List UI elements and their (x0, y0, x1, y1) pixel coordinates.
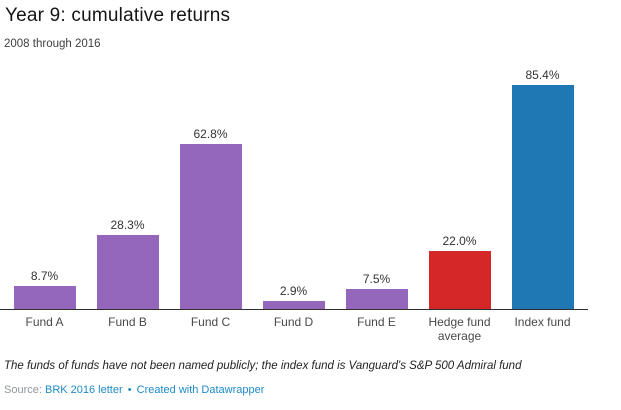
chart-title: Year 9: cumulative returns (5, 5, 231, 26)
x-axis-tick-labels: Fund A Fund B Fund C Fund D Fund E Hedge fund… (0, 315, 588, 343)
value-label-fund-a: 8.7% (30, 269, 59, 283)
bar-column-fund-d: 2.9% (252, 284, 335, 309)
bar-fund-b (96, 235, 159, 309)
value-label-fund-d: 2.9% (279, 284, 308, 298)
bar-fund-d (262, 301, 325, 309)
value-label-index-fund: 85.4% (525, 68, 560, 82)
bar-chart-plot-area: 8.7% 28.3% 62.8% 2.9% 7.5% 22.0% 85.4% (0, 60, 588, 310)
value-label-fund-b: 28.3% (110, 218, 145, 232)
bar-fund-a (13, 286, 76, 309)
source-label: Source: (4, 384, 42, 396)
value-label-hedge-fund-average: 22.0% (442, 234, 477, 248)
footnote: The funds of funds have not been named p… (4, 360, 522, 372)
bar-column-fund-b: 28.3% (86, 218, 169, 309)
bar-column-fund-c: 62.8% (169, 127, 252, 309)
bar-index-fund (511, 85, 574, 309)
tick-label-fund-e: Fund E (357, 315, 396, 329)
chart-subtitle: 2008 through 2016 (4, 38, 101, 50)
datawrapper-credit-link[interactable]: Created with Datawrapper (136, 384, 265, 396)
value-label-fund-e: 7.5% (362, 272, 391, 286)
value-label-fund-c: 62.8% (193, 127, 228, 141)
bar-column-hedge-fund-average: 22.0% (418, 234, 501, 309)
bar-hedge-fund-average (428, 251, 491, 309)
source-link[interactable]: BRK 2016 letter (44, 384, 123, 396)
tick-label-fund-c: Fund C (190, 315, 231, 329)
tick-label-fund-d: Fund D (273, 315, 314, 329)
bar-column-fund-e: 7.5% (335, 272, 418, 309)
tick-label-hedge-fund-average: Hedge fund average (428, 315, 491, 343)
bar-column-index-fund: 85.4% (501, 68, 584, 309)
separator-bullet: • (127, 384, 132, 396)
tick-label-fund-a: Fund A (25, 315, 64, 329)
bar-column-fund-a: 8.7% (3, 269, 86, 309)
source-line: Source: BRK 2016 letter • Created with D… (4, 384, 264, 396)
tick-label-index-fund: Index fund (514, 315, 571, 329)
bar-fund-e (345, 289, 408, 309)
tick-label-fund-b: Fund B (108, 315, 147, 329)
bar-fund-c (179, 144, 242, 309)
